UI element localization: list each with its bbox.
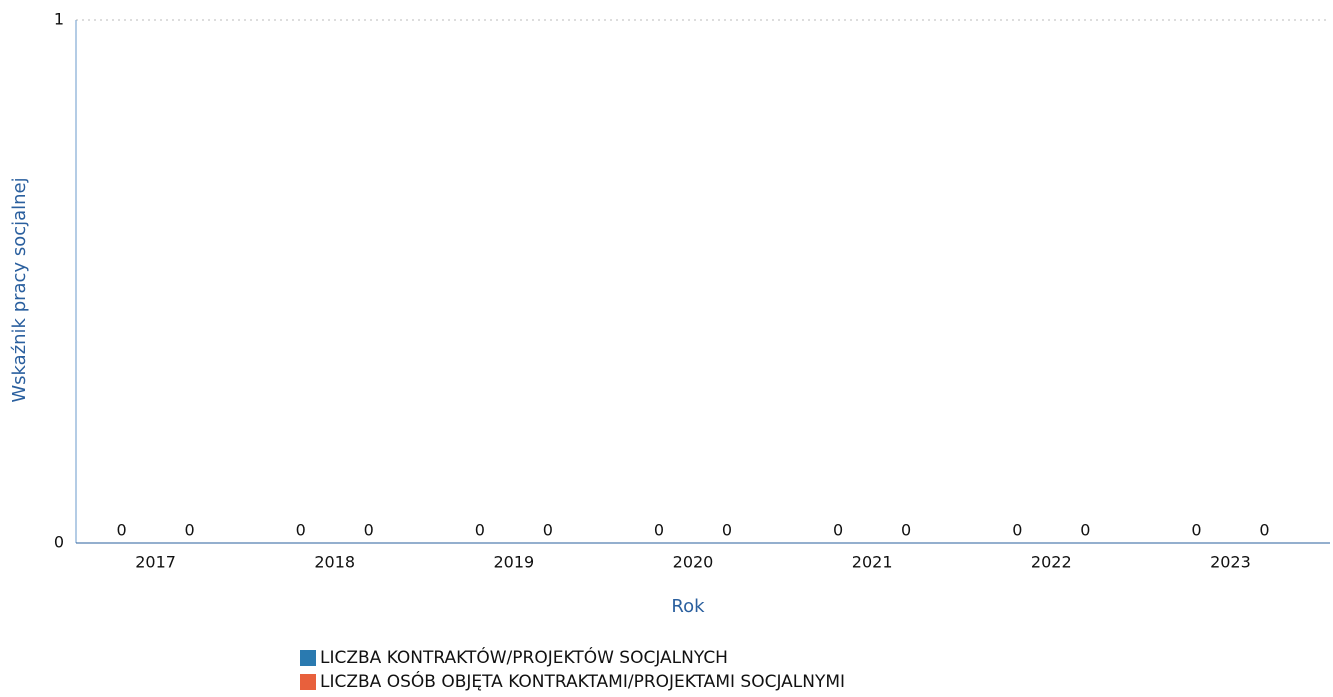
x-tick-label: 2018	[314, 553, 355, 572]
value-label: 0	[475, 521, 485, 540]
legend-text: LICZBA KONTRAKTÓW/PROJEKTÓW SOCJALNYCH	[320, 646, 728, 668]
value-label: 0	[1080, 521, 1090, 540]
x-tick-label: 2019	[493, 553, 534, 572]
value-label: 0	[364, 521, 374, 540]
legend-swatch	[300, 650, 316, 666]
value-label: 0	[184, 521, 194, 540]
value-label: 0	[654, 521, 664, 540]
value-label: 0	[722, 521, 732, 540]
legend-swatch	[300, 674, 316, 690]
value-label: 0	[1012, 521, 1022, 540]
y-tick-label: 1	[54, 10, 64, 29]
x-tick-label: 2017	[135, 553, 176, 572]
x-tick-label: 2022	[1031, 553, 1072, 572]
x-tick-label: 2021	[852, 553, 893, 572]
x-tick-label: 2023	[1210, 553, 1251, 572]
value-label: 0	[901, 521, 911, 540]
value-label: 0	[543, 521, 553, 540]
y-tick-label: 0	[54, 533, 64, 552]
value-label: 0	[833, 521, 843, 540]
value-label: 0	[1259, 521, 1269, 540]
x-tick-label: 2020	[673, 553, 714, 572]
legend-text: LICZBA OSÓB OBJĘTA KONTRAKTAMI/PROJEKTAM…	[320, 670, 845, 692]
value-label: 0	[1191, 521, 1201, 540]
y-axis-title: Wskaźnik pracy socjalnej	[9, 177, 30, 402]
value-label: 0	[116, 521, 126, 540]
value-label: 0	[296, 521, 306, 540]
x-axis-title: Rok	[671, 596, 705, 617]
